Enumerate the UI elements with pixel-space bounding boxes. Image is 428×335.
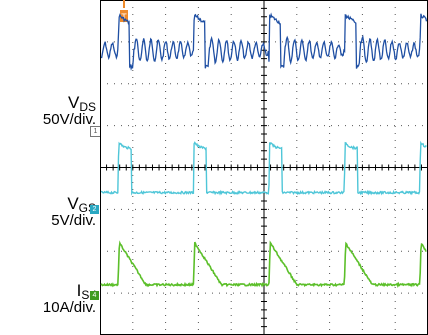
label-vds-main: V: [67, 93, 80, 112]
trace-vgs: [101, 140, 427, 196]
label-vds-sub: DS: [79, 100, 96, 114]
label-isd: ISd 10A/div.: [42, 281, 96, 316]
ch4-marker: 4: [90, 291, 99, 300]
trace-isd: [100, 240, 427, 289]
trace-vds: [101, 12, 428, 72]
label-isd-main: I: [76, 281, 82, 300]
label-isd-scale: 10A/div.: [42, 299, 96, 316]
label-vgs-scale: 5V/div.: [51, 212, 96, 229]
label-vgs-main: V: [67, 194, 79, 213]
trigger-marker-label: T: [121, 12, 127, 22]
label-vds: VDS 50V/div.: [42, 93, 96, 128]
trigger-marker-box: [120, 10, 128, 22]
ch2-marker: 2: [90, 205, 99, 214]
oscilloscope-plot: T: [100, 0, 428, 335]
label-vds-scale: 50V/div.: [42, 111, 96, 128]
